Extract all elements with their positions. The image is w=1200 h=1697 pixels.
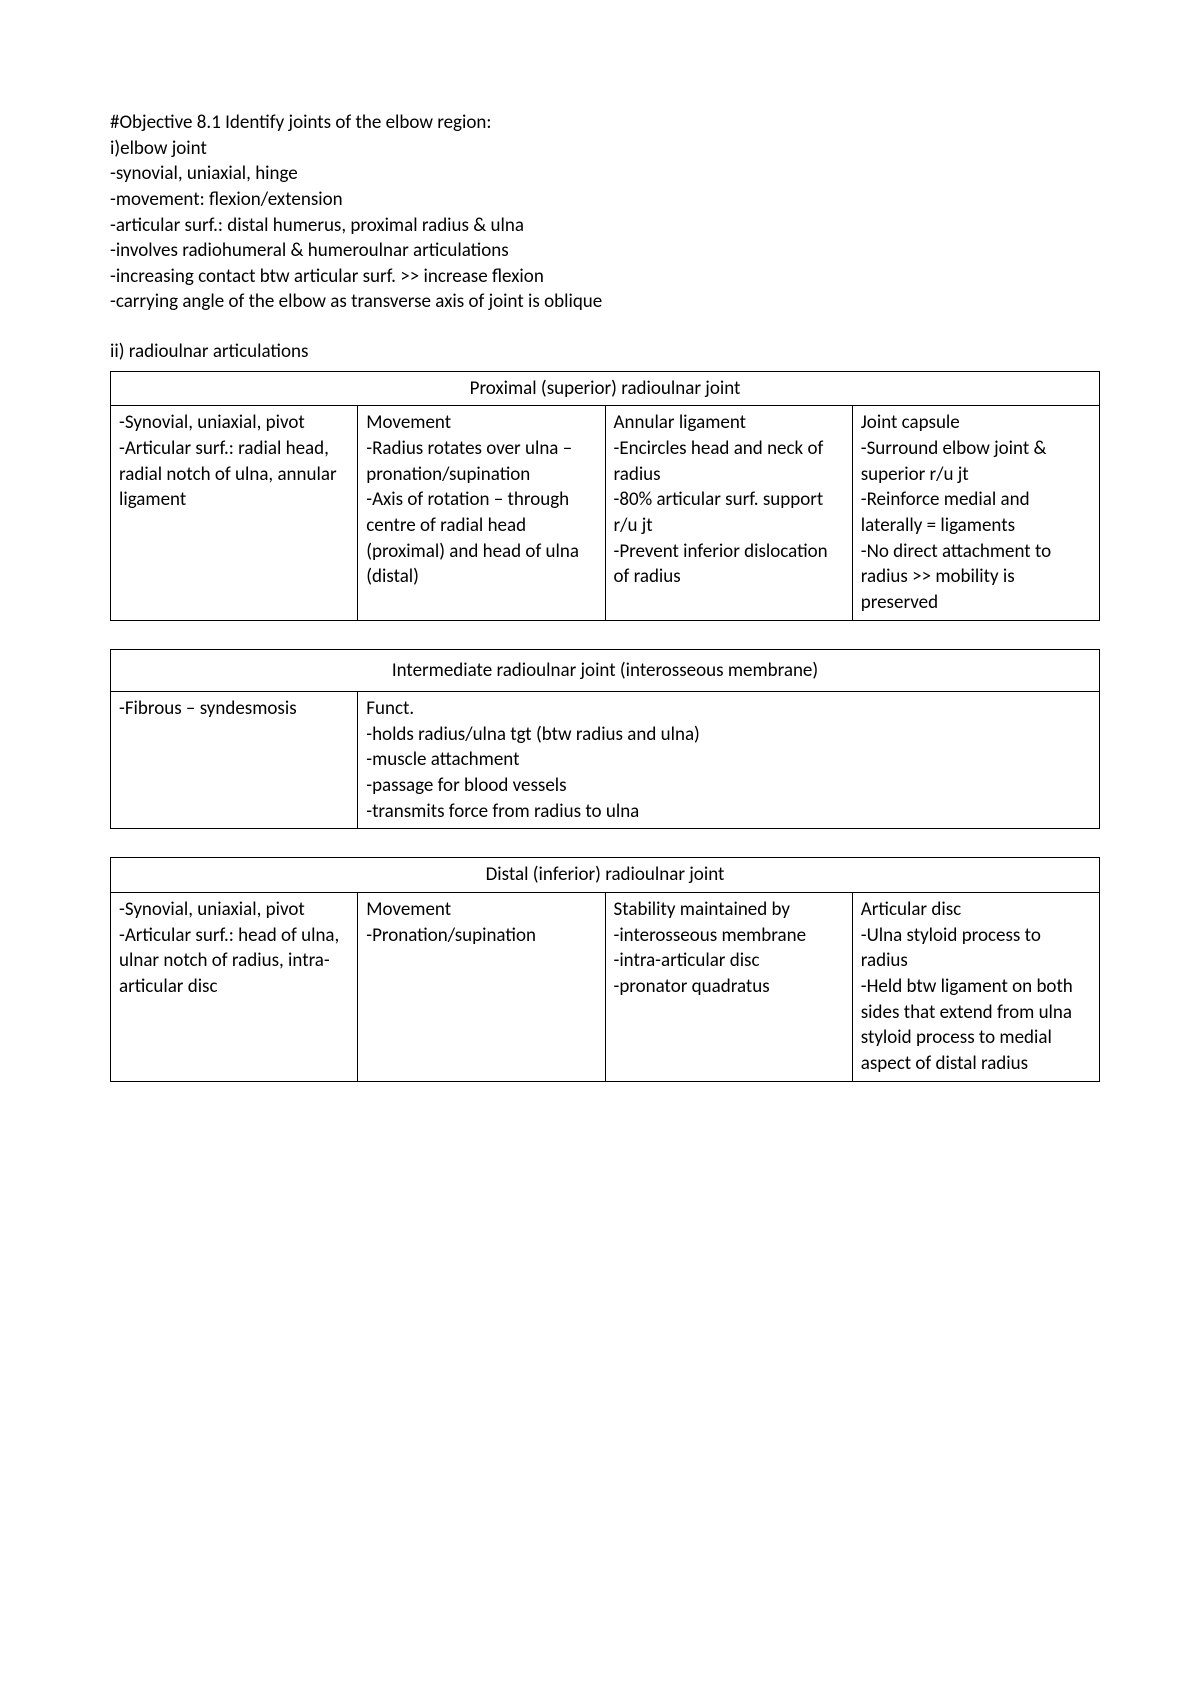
intro-line: -movement: flexion/extension: [110, 187, 1100, 213]
intro-line: -increasing contact btw articular surf. …: [110, 264, 1100, 290]
table-title: Intermediate radioulnar joint (interosse…: [111, 649, 1100, 692]
intro-line: i)elbow joint: [110, 136, 1100, 162]
table-title: Distal (inferior) radioulnar joint: [111, 858, 1100, 893]
distal-radioulnar-table: Distal (inferior) radioulnar joint -Syno…: [110, 857, 1100, 1081]
intro-line: -synovial, uniaxial, hinge: [110, 161, 1100, 187]
table-title: Proximal (superior) radioulnar joint: [111, 371, 1100, 406]
document-page: #Objective 8.1 Identify joints of the el…: [0, 0, 1200, 1082]
proximal-radioulnar-table: Proximal (superior) radioulnar joint -Sy…: [110, 371, 1100, 621]
intro-line: -involves radiohumeral & humeroulnar art…: [110, 238, 1100, 264]
table-cell: Joint capsule-Surround elbow joint & sup…: [852, 406, 1099, 620]
table-cell: Articular disc-Ulna styloid process to r…: [852, 893, 1099, 1081]
table-cell: Annular ligament-Encircles head and neck…: [605, 406, 852, 620]
intermediate-radioulnar-table: Intermediate radioulnar joint (interosse…: [110, 649, 1100, 830]
intro-line: #Objective 8.1 Identify joints of the el…: [110, 110, 1100, 136]
intro-line: -articular surf.: distal humerus, proxim…: [110, 213, 1100, 239]
table-cell: -Synovial, uniaxial, pivot-Articular sur…: [111, 893, 358, 1081]
table-cell: Stability maintained by-interosseous mem…: [605, 893, 852, 1081]
subheading: ii) radioulnar articulations: [110, 339, 1100, 365]
intro-line: -carrying angle of the elbow as transver…: [110, 289, 1100, 315]
table-cell: Movement-Pronation/supination: [358, 893, 605, 1081]
table-cell: Movement-Radius rotates over ulna – pron…: [358, 406, 605, 620]
table-cell: Funct.-holds radius/ulna tgt (btw radius…: [358, 692, 1100, 829]
table-cell: -Synovial, uniaxial, pivot-Articular sur…: [111, 406, 358, 620]
table-cell: -Fibrous – syndesmosis: [111, 692, 358, 829]
